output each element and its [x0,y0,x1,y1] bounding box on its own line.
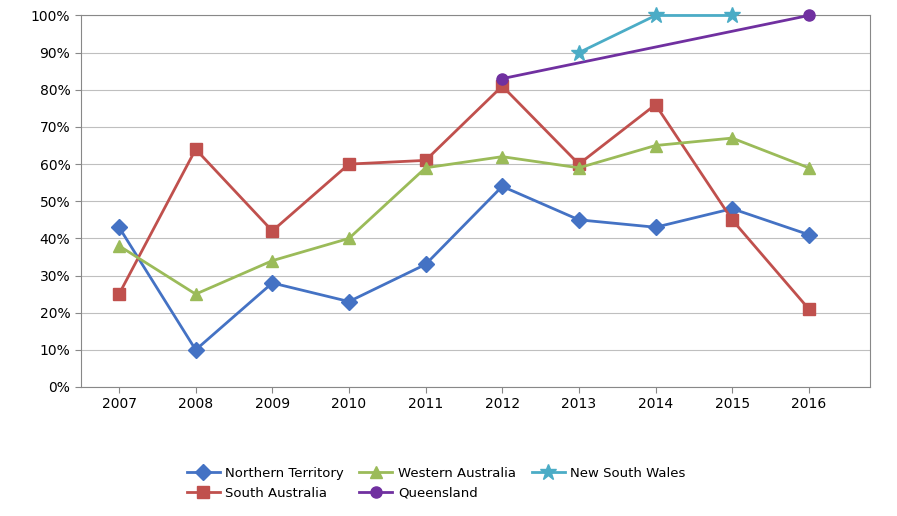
New South Wales [650,12,661,19]
South Australia [727,217,737,223]
Line: New South Wales: New South Wales [570,7,741,61]
Northern Territory [727,205,737,212]
Northern Territory [114,224,125,230]
Line: Northern Territory: Northern Territory [114,181,814,356]
Western Australia [267,257,278,264]
Legend: Northern Territory, South Australia, Western Australia, Queensland, New South Wa: Northern Territory, South Australia, Wes… [180,460,692,506]
Northern Territory [804,232,814,238]
South Australia [573,161,584,167]
South Australia [497,83,508,89]
South Australia [114,291,125,297]
Northern Territory [344,298,354,304]
South Australia [344,161,354,167]
Queensland [804,12,814,19]
Western Australia [344,235,354,241]
Western Australia [497,154,508,160]
South Australia [267,228,278,234]
Northern Territory [267,280,278,286]
Northern Territory [573,217,584,223]
South Australia [650,102,661,108]
Western Australia [420,165,431,171]
South Australia [190,146,201,152]
South Australia [420,157,431,164]
Northern Territory [190,347,201,353]
Northern Territory [420,261,431,267]
New South Wales [573,50,584,56]
Line: Queensland: Queensland [497,10,814,84]
Western Australia [727,135,737,141]
Western Australia [650,142,661,149]
Western Australia [573,165,584,171]
South Australia [804,306,814,312]
Northern Territory [497,183,508,189]
Line: South Australia: South Australia [114,80,814,315]
Western Australia [190,291,201,297]
Western Australia [804,165,814,171]
Northern Territory [650,224,661,230]
Western Australia [114,243,125,249]
Line: Western Australia: Western Australia [114,133,814,300]
New South Wales [727,12,737,19]
Queensland [497,75,508,82]
